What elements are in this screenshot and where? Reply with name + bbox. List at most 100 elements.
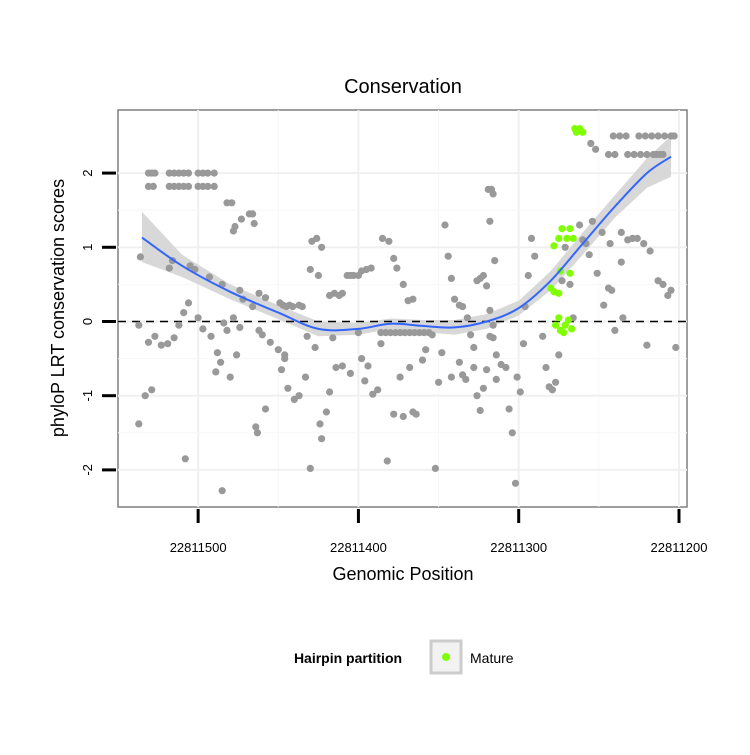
point-other bbox=[390, 410, 398, 418]
point-other bbox=[486, 332, 494, 340]
point-other bbox=[463, 314, 471, 322]
point-other bbox=[377, 340, 385, 348]
point-other bbox=[593, 269, 601, 277]
point-other bbox=[636, 150, 645, 159]
point-other bbox=[611, 150, 619, 159]
point-other bbox=[253, 429, 261, 437]
point-other bbox=[435, 378, 443, 386]
point-other bbox=[151, 332, 159, 340]
y-tick-label: 0 bbox=[80, 318, 95, 325]
point-other bbox=[516, 388, 524, 396]
point-other bbox=[431, 464, 439, 472]
point-other bbox=[306, 464, 314, 472]
point-other bbox=[165, 264, 173, 272]
point-other bbox=[399, 280, 407, 288]
point-other bbox=[184, 299, 193, 307]
point-other bbox=[390, 254, 398, 262]
point-other bbox=[205, 273, 213, 281]
point-other bbox=[237, 215, 245, 223]
point-other bbox=[617, 258, 625, 266]
point-other bbox=[295, 392, 303, 400]
legend-title: Hairpin partition bbox=[294, 650, 402, 666]
point-mature bbox=[564, 316, 573, 324]
point-other bbox=[318, 435, 326, 443]
point-other bbox=[212, 368, 220, 376]
point-other bbox=[592, 145, 600, 153]
point-other bbox=[329, 334, 337, 342]
point-other bbox=[409, 295, 417, 303]
point-other bbox=[226, 373, 234, 381]
x-tick-label: 22811200 bbox=[651, 540, 708, 555]
point-other bbox=[524, 271, 532, 280]
point-other bbox=[619, 314, 627, 322]
point-other bbox=[635, 132, 643, 140]
point-other bbox=[207, 332, 215, 340]
point-other bbox=[298, 303, 306, 311]
point-other bbox=[218, 487, 226, 495]
point-mature bbox=[555, 289, 563, 297]
point-other bbox=[213, 349, 221, 357]
point-other bbox=[585, 251, 593, 259]
point-other bbox=[604, 150, 613, 159]
point-other bbox=[148, 386, 156, 394]
point-other bbox=[151, 169, 159, 177]
point-other bbox=[374, 386, 382, 394]
point-other bbox=[135, 321, 143, 329]
point-other bbox=[588, 217, 597, 225]
point-other bbox=[210, 182, 218, 190]
point-mature bbox=[561, 321, 569, 329]
point-other bbox=[378, 234, 387, 242]
point-other bbox=[228, 199, 236, 207]
point-other bbox=[364, 362, 372, 370]
legend-entry-mature: Mature bbox=[470, 650, 514, 666]
point-other bbox=[470, 363, 478, 372]
point-other bbox=[361, 377, 369, 385]
point-other bbox=[444, 252, 452, 260]
point-mature bbox=[555, 234, 563, 242]
point-other bbox=[462, 375, 470, 383]
point-other bbox=[252, 423, 260, 431]
point-other bbox=[654, 132, 662, 140]
point-other bbox=[144, 338, 153, 346]
point-other bbox=[576, 221, 584, 229]
point-other bbox=[616, 132, 624, 140]
point-other bbox=[318, 243, 326, 251]
point-other bbox=[489, 190, 497, 198]
y-tick-label: -1 bbox=[80, 390, 95, 402]
point-other bbox=[633, 234, 641, 242]
point-other bbox=[277, 366, 286, 374]
point-other bbox=[322, 408, 330, 416]
point-other bbox=[608, 286, 616, 294]
point-other bbox=[393, 264, 401, 272]
point-other bbox=[418, 356, 427, 364]
point-other bbox=[181, 455, 189, 463]
point-other bbox=[412, 410, 420, 418]
point-other bbox=[483, 282, 491, 290]
point-other bbox=[367, 264, 375, 272]
point-other bbox=[630, 150, 638, 159]
point-other bbox=[479, 271, 487, 280]
point-other bbox=[606, 240, 614, 248]
point-other bbox=[664, 291, 672, 300]
point-other bbox=[326, 388, 334, 396]
point-other bbox=[289, 303, 297, 311]
point-other bbox=[306, 265, 314, 274]
point-other bbox=[274, 346, 282, 354]
point-other bbox=[617, 228, 625, 236]
point-other bbox=[249, 303, 257, 311]
x-tick-label: 22811500 bbox=[170, 540, 227, 555]
point-other bbox=[281, 355, 289, 363]
point-other bbox=[199, 325, 207, 333]
point-other bbox=[667, 286, 675, 294]
point-other bbox=[406, 363, 414, 372]
point-other bbox=[455, 358, 463, 366]
point-other bbox=[483, 366, 491, 374]
point-other bbox=[354, 329, 362, 337]
point-other bbox=[149, 182, 157, 190]
point-other bbox=[491, 257, 499, 265]
point-other bbox=[338, 362, 346, 370]
point-other bbox=[369, 390, 377, 398]
point-other bbox=[598, 228, 606, 236]
y-tick-label: 1 bbox=[80, 244, 95, 251]
